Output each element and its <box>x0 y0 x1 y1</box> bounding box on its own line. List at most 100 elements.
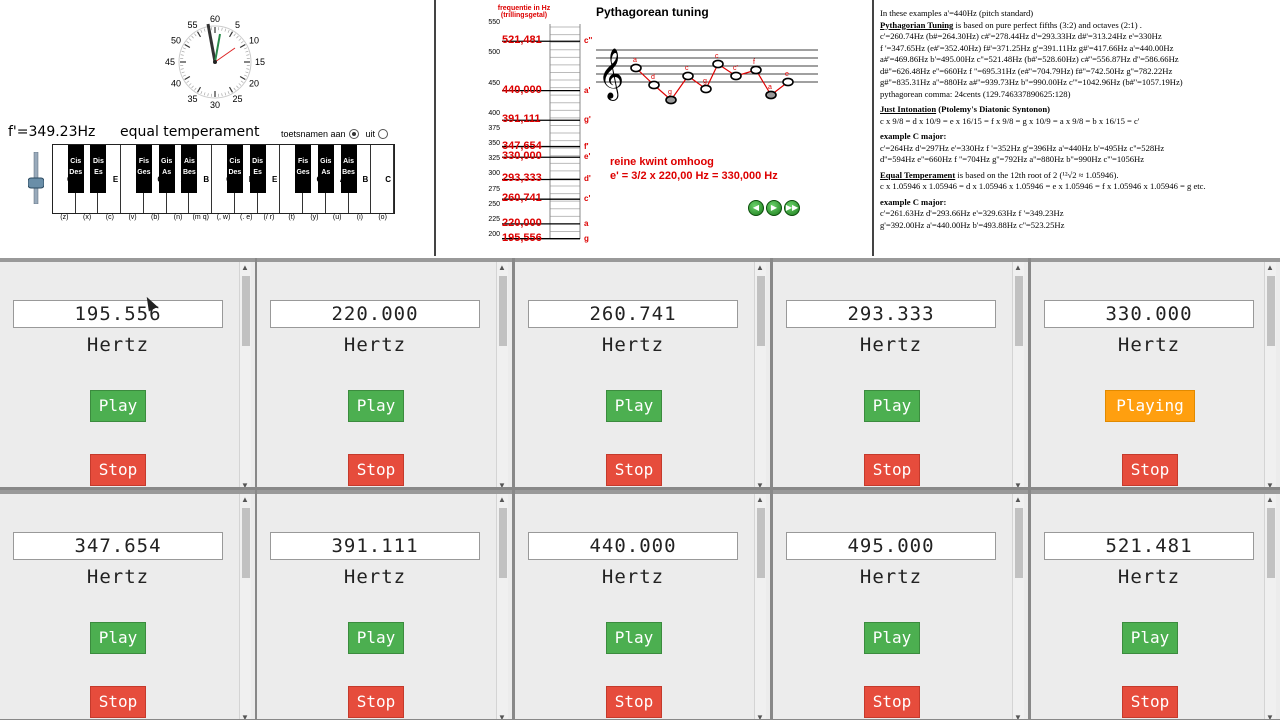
scrollbar-thumb[interactable] <box>1015 276 1023 346</box>
frequency-input[interactable]: 440.000 <box>528 532 738 560</box>
key-names-off-radio[interactable] <box>378 129 389 139</box>
black-key[interactable]: Cis Des <box>226 145 243 193</box>
frequency-input[interactable]: 391.111 <box>270 532 480 560</box>
play-button[interactable]: Play <box>606 622 662 654</box>
stop-button[interactable]: Stop <box>90 454 146 486</box>
scrollbar[interactable]: ▲ ▼ <box>239 262 251 487</box>
frequency-input[interactable]: 260.741 <box>528 300 738 328</box>
play-icon[interactable]: ▶ <box>766 200 782 216</box>
scroll-down-icon[interactable]: ▼ <box>1266 481 1274 487</box>
scroll-down-icon[interactable]: ▼ <box>756 713 764 719</box>
scroll-down-icon[interactable]: ▼ <box>1014 713 1022 719</box>
scroll-up-icon[interactable]: ▲ <box>756 263 764 272</box>
stop-button[interactable]: Stop <box>90 686 146 718</box>
scrollbar-thumb[interactable] <box>1015 508 1023 578</box>
black-key[interactable]: Gis As <box>317 145 334 193</box>
forward-icon[interactable]: ▶▶ <box>784 200 800 216</box>
scrollbar-thumb[interactable] <box>499 276 507 346</box>
scroll-down-icon[interactable]: ▼ <box>241 713 249 719</box>
scrollbar[interactable]: ▲ ▼ <box>754 262 766 487</box>
rewind-icon[interactable]: ◀ <box>748 200 764 216</box>
scroll-up-icon[interactable]: ▲ <box>1266 263 1274 272</box>
scrollbar[interactable]: ▲ ▼ <box>1264 494 1276 719</box>
frequency-input[interactable]: 347.654 <box>13 532 223 560</box>
scroll-down-icon[interactable]: ▼ <box>241 481 249 487</box>
scroll-down-icon[interactable]: ▼ <box>1014 481 1022 487</box>
scrollbar[interactable]: ▲ ▼ <box>496 494 508 719</box>
hertz-label: Hertz <box>859 334 923 356</box>
scrollbar-thumb[interactable] <box>1267 276 1275 346</box>
pitch-note-label: a' <box>584 85 591 95</box>
scroll-up-icon[interactable]: ▲ <box>756 495 764 504</box>
play-button[interactable]: Play <box>864 622 920 654</box>
stop-button[interactable]: Stop <box>864 454 920 486</box>
white-key[interactable]: C <box>371 145 394 213</box>
frequency-input[interactable]: 195.556 <box>13 300 223 328</box>
scroll-up-icon[interactable]: ▲ <box>498 495 506 504</box>
play-button[interactable]: Play <box>348 622 404 654</box>
black-key[interactable]: Gis As <box>158 145 175 193</box>
stop-button[interactable]: Stop <box>1122 454 1178 486</box>
pitch-note-label: g <box>584 233 589 243</box>
black-key[interactable]: Ais Bes <box>181 145 198 193</box>
scroll-up-icon[interactable]: ▲ <box>1014 495 1022 504</box>
scroll-up-icon[interactable]: ▲ <box>498 263 506 272</box>
scrollbar[interactable]: ▲ ▼ <box>1012 262 1024 487</box>
play-button[interactable]: Playing <box>1105 390 1195 422</box>
frequency-input[interactable]: 330.000 <box>1044 300 1254 328</box>
scrollbar-thumb[interactable] <box>757 508 765 578</box>
stop-button[interactable]: Stop <box>348 686 404 718</box>
scrollbar[interactable]: ▲ ▼ <box>1012 494 1024 719</box>
scrollbar[interactable]: ▲ ▼ <box>1264 262 1276 487</box>
scrollbar-thumb[interactable] <box>242 508 250 578</box>
scroll-up-icon[interactable]: ▲ <box>241 263 249 272</box>
staff-note <box>782 77 794 87</box>
stop-button[interactable]: Stop <box>606 686 662 718</box>
scrollbar-thumb[interactable] <box>499 508 507 578</box>
black-key[interactable]: Ais Bes <box>340 145 357 193</box>
text-line: d#''=626.48Hz e''=660Hz f ''=695.31Hz (e… <box>880 65 1173 76</box>
frequency-tick: 200 <box>488 231 500 238</box>
stop-button[interactable]: Stop <box>1122 686 1178 718</box>
volume-slider[interactable] <box>27 151 45 205</box>
black-key[interactable]: Fis Ges <box>135 145 152 193</box>
scrollbar-thumb[interactable] <box>757 276 765 346</box>
scrollbar[interactable]: ▲ ▼ <box>496 262 508 487</box>
scroll-up-icon[interactable]: ▲ <box>1266 495 1274 504</box>
white-key[interactable]: B <box>349 145 372 213</box>
scroll-up-icon[interactable]: ▲ <box>241 495 249 504</box>
frequency-input[interactable]: 521.481 <box>1044 532 1254 560</box>
play-button[interactable]: Play <box>348 390 404 422</box>
black-key[interactable]: Dis Es <box>249 145 266 193</box>
play-button[interactable]: Play <box>90 622 146 654</box>
scroll-down-icon[interactable]: ▼ <box>498 713 506 719</box>
stop-button[interactable]: Stop <box>864 686 920 718</box>
black-key[interactable]: Fis Ges <box>295 145 312 193</box>
white-key[interactable]: E <box>98 145 122 213</box>
frequency-input[interactable]: 293.333 <box>786 300 996 328</box>
keyboard-shortcut-label: (i) <box>356 214 363 221</box>
play-button[interactable]: Play <box>864 390 920 422</box>
stop-button[interactable]: Stop <box>348 454 404 486</box>
frequency-input[interactable]: 495.000 <box>786 532 996 560</box>
scrollbar[interactable]: ▲ ▼ <box>239 494 251 719</box>
scrollbar[interactable]: ▲ ▼ <box>754 494 766 719</box>
hertz-label: Hertz <box>859 566 923 588</box>
stop-button[interactable]: Stop <box>606 454 662 486</box>
scroll-down-icon[interactable]: ▼ <box>498 481 506 487</box>
white-key[interactable]: E <box>258 145 281 213</box>
play-button[interactable]: Play <box>90 390 146 422</box>
hertz-label: Hertz <box>1117 566 1181 588</box>
white-key[interactable]: B <box>189 145 213 213</box>
scroll-up-icon[interactable]: ▲ <box>1014 263 1022 272</box>
play-button[interactable]: Play <box>606 390 662 422</box>
scrollbar-thumb[interactable] <box>1267 508 1275 578</box>
key-names-on-radio[interactable] <box>348 129 359 139</box>
scrollbar-thumb[interactable] <box>242 276 250 346</box>
scroll-down-icon[interactable]: ▼ <box>756 481 764 487</box>
black-key[interactable]: Cis Des <box>67 145 84 193</box>
scroll-down-icon[interactable]: ▼ <box>1266 713 1274 719</box>
frequency-input[interactable]: 220.000 <box>270 300 480 328</box>
play-button[interactable]: Play <box>1122 622 1178 654</box>
black-key[interactable]: Dis Es <box>90 145 107 193</box>
